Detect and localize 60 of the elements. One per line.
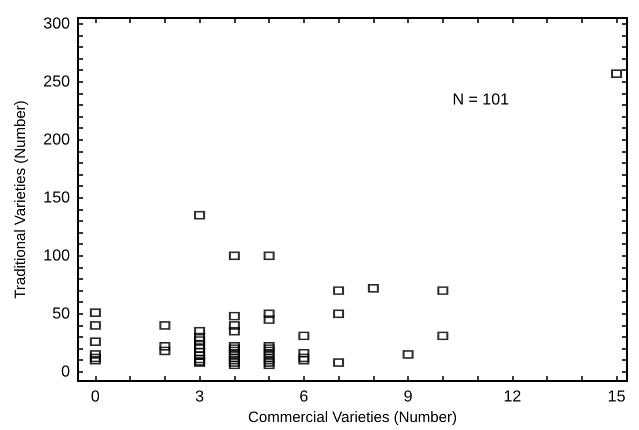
point (264, 360, 275, 370)
point (228, 251, 240, 260)
y-tick-label: 200 (43, 131, 70, 148)
x-tick-label: 12 (503, 388, 522, 406)
point (194, 210, 206, 220)
point (90, 354, 101, 362)
x-tick-label: 3 (195, 388, 204, 406)
point (228, 360, 240, 370)
y-tick-label: 250 (43, 73, 70, 90)
point (228, 344, 240, 354)
point (228, 321, 240, 330)
point (264, 342, 275, 351)
point (298, 356, 310, 365)
point (264, 356, 275, 365)
point (333, 358, 344, 367)
point (194, 332, 206, 342)
x-axis-title: Commercial Varieties (Number) (248, 409, 457, 426)
point (333, 309, 344, 318)
point (194, 354, 206, 364)
x-tick-label: 15 (608, 388, 626, 406)
x-tick-label: 9 (404, 388, 413, 406)
point (228, 326, 240, 336)
x-tick-label: 0 (90, 388, 100, 406)
point (333, 286, 344, 296)
annotation: N = 101 (452, 92, 510, 108)
point (402, 350, 414, 359)
point (228, 356, 240, 365)
y-axis-title: Traditional Varieties (Number) (12, 100, 29, 299)
point (264, 358, 275, 367)
point (90, 321, 101, 330)
point (159, 321, 170, 330)
point (264, 309, 275, 318)
x-tick-label: 6 (299, 388, 308, 406)
y-tick-label: 150 (43, 189, 70, 206)
point (228, 350, 240, 359)
point (611, 69, 622, 78)
point (437, 286, 448, 296)
point (90, 350, 101, 359)
point (159, 342, 170, 351)
point (264, 315, 275, 324)
point (264, 350, 275, 359)
point (298, 354, 310, 362)
point (90, 308, 101, 318)
point (437, 331, 448, 340)
point (298, 331, 310, 340)
point (194, 336, 206, 345)
y-tick-label: 300 (43, 15, 70, 32)
point (368, 284, 379, 293)
point (228, 312, 240, 321)
point (90, 337, 101, 346)
point (159, 346, 170, 356)
point (228, 342, 240, 351)
y-tick-label: 100 (43, 247, 70, 264)
y-tick-label: 0 (61, 363, 70, 380)
point (90, 356, 101, 365)
point (194, 326, 206, 336)
point (228, 358, 240, 367)
point (264, 344, 275, 354)
y-tick-label: 50 (52, 305, 70, 322)
point (264, 251, 275, 260)
